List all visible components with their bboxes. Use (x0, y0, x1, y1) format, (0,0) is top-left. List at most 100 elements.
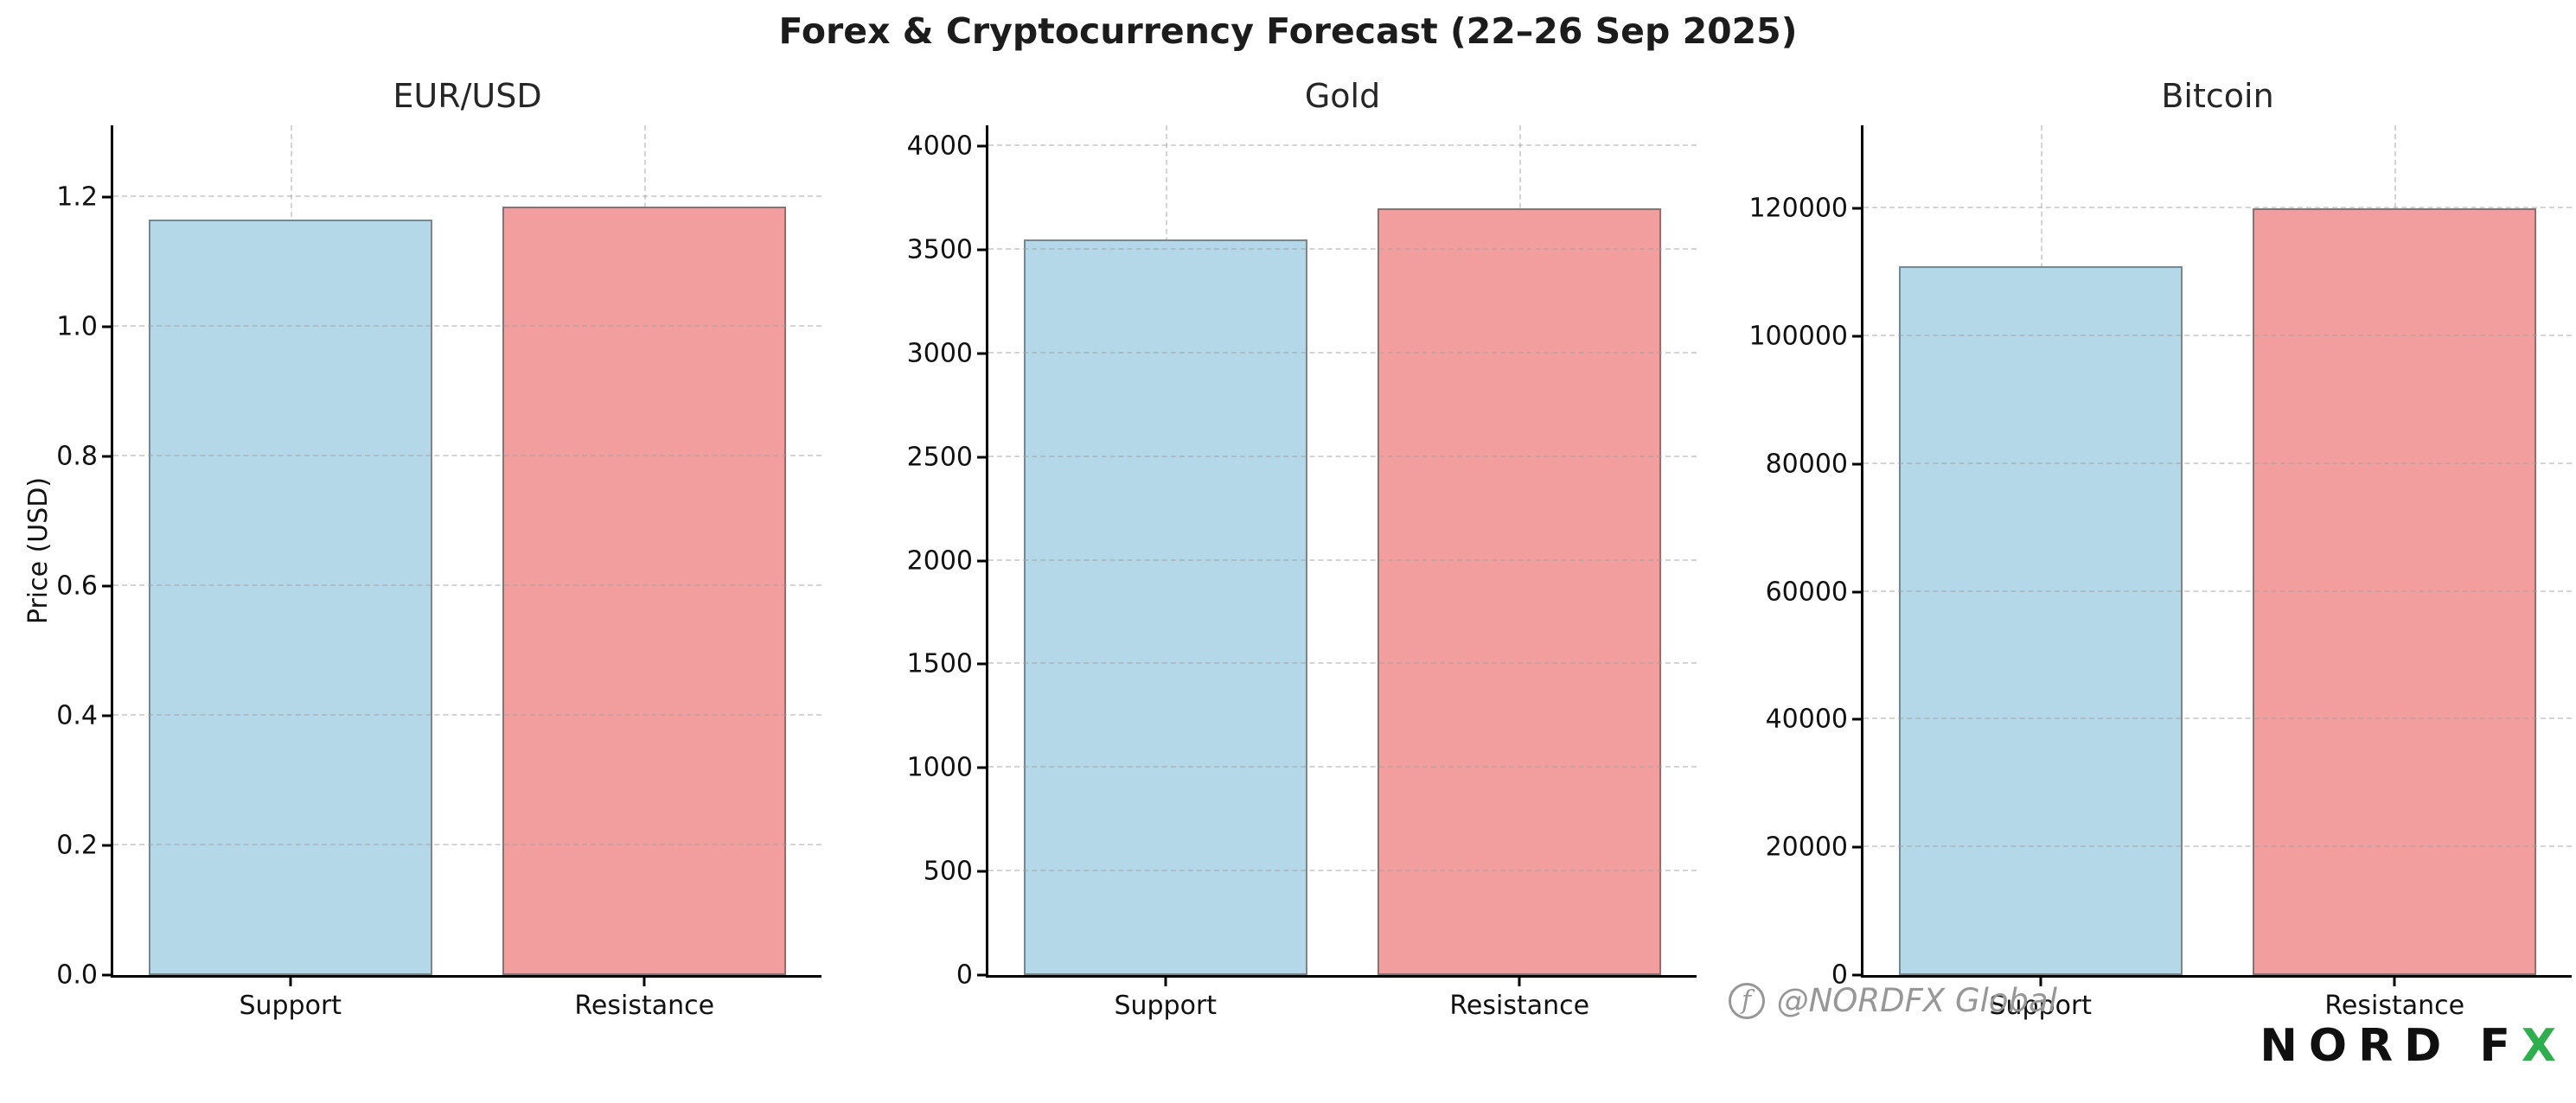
plot-area-eurusd (113, 125, 821, 975)
y-tick-label: 0.0 (56, 960, 98, 991)
watermark: f @NORDFX Global (1728, 982, 2057, 1019)
y-axis-label: Price (USD) (23, 476, 54, 624)
subplot-title-bitcoin: Bitcoin (2161, 77, 2274, 115)
x-tick-mark (289, 975, 292, 986)
x-tick-mark (2039, 975, 2042, 986)
gridline-horizontal (988, 766, 1697, 768)
y-tick-label: 3000 (906, 338, 973, 369)
y-tick-label: 0 (1831, 960, 1848, 991)
y-tick-mark (1852, 462, 1863, 466)
gridline-horizontal (988, 455, 1697, 457)
y-tick-mark (977, 870, 988, 873)
y-tick-mark (977, 352, 988, 355)
plot-area-gold (988, 125, 1697, 975)
y-tick-label: 1.0 (56, 311, 98, 342)
gridline-horizontal (988, 247, 1697, 250)
gridline-horizontal (988, 558, 1697, 561)
y-tick-label: 0.6 (56, 571, 98, 602)
bar-support (1898, 265, 2183, 975)
gridline-horizontal (1863, 590, 2572, 592)
x-tick-label: Resistance (1449, 991, 1590, 1021)
gridline-horizontal (1863, 334, 2572, 336)
y-tick-mark (1852, 590, 1863, 594)
x-tick-label: Support (1989, 991, 2093, 1021)
gridline-horizontal (113, 843, 821, 845)
gridline-horizontal (988, 870, 1697, 872)
y-tick-mark (102, 325, 113, 328)
watermark-handle: @NORDFX Global (1776, 982, 2057, 1019)
y-tick-mark (1852, 335, 1863, 338)
y-tick-mark (1852, 207, 1863, 210)
y-tick-label: 60000 (1765, 577, 1848, 608)
y-tick-mark (977, 973, 988, 977)
y-tick-label: 1.2 (56, 182, 98, 213)
y-tick-mark (102, 455, 113, 458)
y-tick-mark (977, 662, 988, 666)
subplot-title-gold: Gold (1304, 77, 1381, 115)
y-tick-mark (102, 195, 113, 199)
bar-resistance (502, 206, 787, 975)
x-tick-label: Resistance (2324, 991, 2465, 1021)
axes-eurusd: EUR/USD Price (USD) Support Resistance 0.0… (23, 77, 821, 1021)
plot-area-bitcoin (1863, 125, 2572, 975)
gridline-horizontal (113, 454, 821, 456)
y-tick-label: 0.8 (56, 441, 98, 472)
axes-bitcoin: Bitcoin Support Resistance 0 20000 40000 6000… (1748, 77, 2572, 1021)
y-tick-label: 100000 (1748, 321, 1848, 352)
x-tick-mark (642, 975, 646, 986)
y-tick-label: 2000 (906, 545, 973, 576)
y-tick-label: 500 (923, 856, 973, 887)
x-tick-mark (1518, 975, 1521, 986)
nordfx-logo: NORD FX (2260, 1020, 2567, 1072)
gridline-horizontal (1863, 845, 2572, 848)
y-tick-mark (977, 456, 988, 459)
figure-title: Forex & Cryptocurrency Forecast (22–26 S… (778, 10, 1798, 52)
y-tick-mark (977, 766, 988, 769)
y-tick-mark (102, 584, 113, 588)
x-tick-label: Resistance (574, 991, 715, 1021)
y-tick-label: 1500 (906, 648, 973, 679)
bar-support (148, 219, 432, 975)
y-tick-mark (102, 714, 113, 717)
y-tick-mark (1852, 973, 1863, 977)
gridline-horizontal (113, 194, 821, 197)
y-tick-label: 20000 (1765, 832, 1848, 863)
gridline-horizontal (1863, 207, 2572, 209)
gridline-horizontal (1863, 717, 2572, 720)
y-tick-mark (1852, 845, 1863, 849)
nordfx-logo-text: NORD F (2260, 1020, 2522, 1072)
gridline-horizontal (113, 324, 821, 327)
gridline-horizontal (1863, 462, 2572, 464)
y-tick-label: 3500 (906, 234, 973, 265)
y-tick-mark (102, 844, 113, 847)
y-tick-label: 0.2 (56, 830, 98, 861)
subplot-title-eurusd: EUR/USD (393, 77, 542, 115)
y-tick-mark (977, 248, 988, 252)
y-tick-mark (977, 144, 988, 148)
gridline-horizontal (988, 143, 1697, 146)
bar-resistance (1377, 207, 1662, 975)
y-tick-label: 0.4 (56, 700, 98, 731)
y-tick-label: 1000 (906, 752, 973, 783)
y-tick-label: 0 (956, 960, 973, 991)
nordfx-logo-accent: X (2521, 1020, 2567, 1072)
y-tick-label: 4000 (906, 131, 973, 162)
y-tick-label: 120000 (1748, 193, 1848, 224)
gridline-horizontal (113, 583, 821, 586)
gridline-horizontal (988, 662, 1697, 665)
facebook-icon: f (1728, 982, 1765, 1019)
y-tick-mark (102, 973, 113, 977)
x-tick-label: Support (1114, 991, 1218, 1021)
gridline-horizontal (988, 351, 1697, 354)
gridline-horizontal (113, 713, 821, 716)
bar-resistance (2253, 208, 2537, 975)
y-tick-mark (1852, 717, 1863, 721)
x-tick-mark (2393, 975, 2396, 986)
y-tick-label: 80000 (1765, 449, 1848, 480)
y-tick-label: 2500 (906, 442, 973, 473)
bar-support (1023, 239, 1307, 975)
x-tick-mark (1164, 975, 1167, 986)
y-tick-label: 40000 (1765, 704, 1848, 735)
x-tick-label: Support (239, 991, 342, 1021)
